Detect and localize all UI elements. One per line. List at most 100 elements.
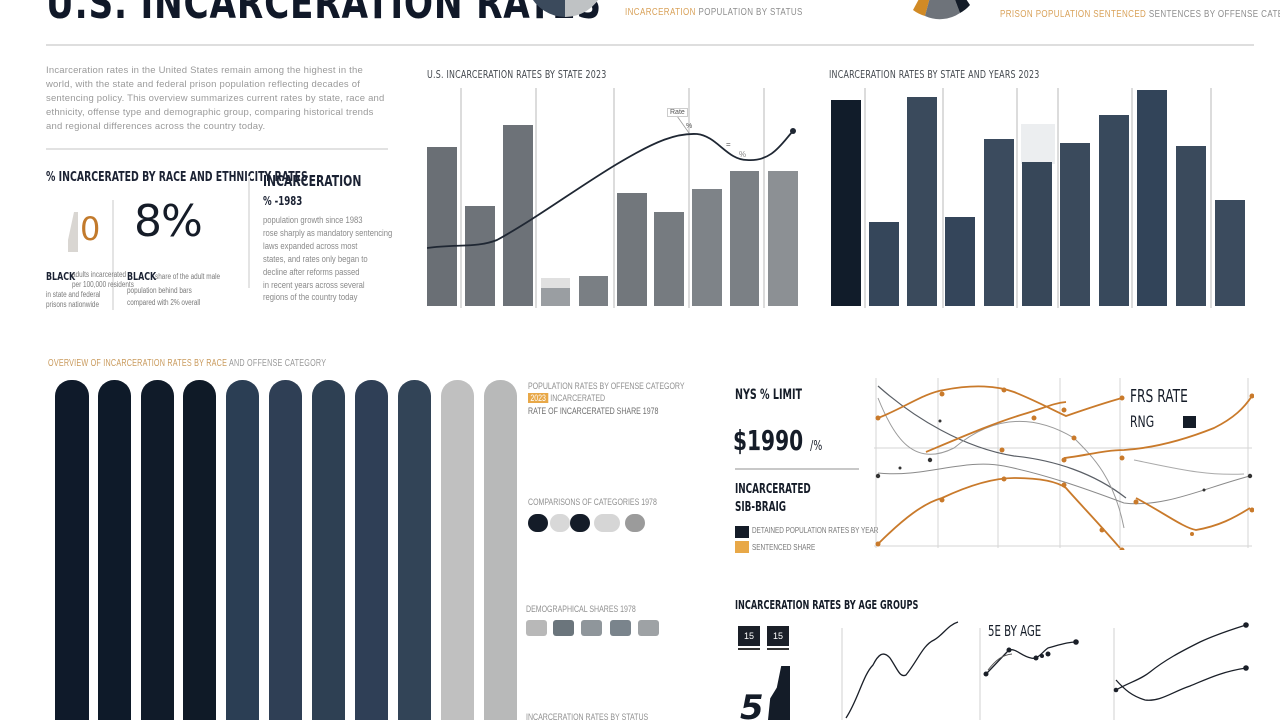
pill-bar (141, 380, 174, 720)
side-line-4: states, and rates only began to (263, 254, 368, 264)
runner-figure-icon (768, 666, 790, 720)
annotation-label: = (726, 140, 731, 149)
bar (579, 276, 608, 306)
legend-line-3: RATE OF INCARCERATED SHARE 1978 (528, 406, 659, 416)
bar (831, 100, 861, 306)
gridline (613, 88, 615, 308)
bar (1215, 200, 1245, 306)
swatch-circle (550, 514, 570, 532)
legend-swatch-navy (735, 526, 749, 538)
stats-divider-2 (248, 176, 250, 288)
stat-left-label: BLACK (46, 270, 76, 283)
bar (945, 217, 975, 306)
swatch-group-title: COMPARISONS OF CATEGORIES 1978 (528, 497, 657, 507)
gridline (864, 88, 866, 308)
gridline (1057, 88, 1059, 308)
bar (768, 171, 798, 306)
line-chart-annotation-1: FRS RATE (1130, 386, 1188, 407)
pie-chart-sentenced (913, 0, 970, 20)
swatch-group-title-2: DEMOGRAPHICAL SHARES 1978 (526, 604, 636, 614)
swatch-circle (594, 514, 620, 532)
gridline (1131, 88, 1133, 308)
annotation-marker-icon (1183, 416, 1196, 428)
stats-heading: % INCARCERATED BY RACE AND ETHNICITY RAT… (46, 170, 308, 185)
pill-bar (355, 380, 388, 720)
price-subvalue: SIB-BRAIG (735, 500, 786, 515)
swatch-circle (528, 514, 548, 532)
pill-bar (226, 380, 259, 720)
annotation-label: Rate (667, 108, 688, 117)
intro-paragraph: Incarceration rates in the United States… (46, 65, 385, 132)
annotation-label: % (686, 123, 693, 130)
age-big-number: 5 (740, 688, 764, 720)
gridline (688, 88, 690, 308)
legend-text-navy: DETAINED POPULATION RATES BY YEAR (752, 526, 879, 535)
pill-bar (398, 380, 431, 720)
age-icon-1: 15 (738, 626, 760, 646)
icon-underline (738, 648, 760, 650)
year-chip: 2023 (528, 393, 549, 403)
stat-main-desc-3: compared with 2% overall (127, 298, 201, 307)
legend-line-1: POPULATION RATES BY OFFENSE CATEGORY (528, 381, 685, 391)
swatch-rect (553, 620, 574, 636)
side-line-5: decline after reforms passed (263, 267, 360, 277)
bar (692, 189, 722, 306)
pill-bar-chart (55, 380, 520, 720)
stat-main-value: 8% (134, 196, 203, 247)
page-title: U.S. INCARCERATION RATES (46, 0, 602, 29)
legend-swatch-orange (735, 541, 749, 553)
stat-main-label: BLACK (127, 270, 157, 283)
stat-main-desc-1: share of the adult male (155, 272, 221, 281)
stat-main-desc-2: population behind bars (127, 286, 192, 295)
stat-left-value: 0 (80, 210, 101, 248)
swatch-rect (638, 620, 659, 636)
age-icon-2: 15 (767, 626, 789, 646)
bar (730, 171, 759, 306)
age-line-chart-3 (1113, 622, 1249, 720)
age-line-chart-1 (841, 621, 959, 720)
gridline (1016, 88, 1018, 308)
bar (465, 206, 495, 306)
pie-chart-status (533, 0, 598, 18)
bar (1060, 143, 1090, 306)
bar (503, 125, 533, 306)
pill-bar (441, 380, 474, 720)
age-line-chart-2 (979, 628, 1079, 720)
pill-chart-title: OVERVIEW OF INCARCERATION RATES BY RACE … (48, 358, 327, 369)
pill-bar (484, 380, 517, 720)
legend-line-2: 2023 INCARCERATED (528, 393, 605, 403)
swatch-circle (570, 514, 590, 532)
header-divider (46, 44, 1254, 46)
price-value: $1990 /% (733, 424, 823, 457)
bar-chart-2 (829, 88, 1249, 308)
gridline (460, 88, 462, 308)
bar (427, 147, 457, 306)
price-divider (735, 468, 859, 470)
price-subheading: INCARCERATED (735, 482, 811, 497)
bar-chart-1-title: U.S. INCARCERATION RATES BY STATE 2023 (427, 68, 607, 81)
side-line-7: regions of the country today (263, 292, 358, 302)
pie-caption-2: PRISON POPULATION SENTENCED SENTENCES BY… (1000, 9, 1280, 20)
price-label: NYS % LIMIT (735, 387, 803, 403)
age-panel-title: INCARCERATION RATES BY AGE GROUPS (735, 598, 919, 612)
intro-divider (46, 148, 388, 150)
swatch-rect (581, 620, 602, 636)
pill-bar (55, 380, 89, 720)
swatch-circle (625, 514, 645, 532)
bar (1137, 90, 1167, 306)
bar (617, 193, 647, 306)
line-chart-annotation-2: RNG (1130, 412, 1155, 431)
bar (541, 278, 570, 288)
bar (869, 222, 899, 306)
pill-bar (312, 380, 345, 720)
stat-left-desc-2: per 100,000 residents (72, 280, 134, 289)
trend-line (427, 115, 796, 249)
swatch-group-title-3: INCARCERATION RATES BY STATUS (526, 712, 649, 720)
pill-bar (269, 380, 302, 720)
pill-bar (98, 380, 131, 720)
stat-left-desc-1: adults incarcerated (72, 270, 127, 279)
line-chart-rates (874, 378, 1254, 550)
gridline (763, 88, 765, 308)
bar (541, 288, 570, 306)
side-line-6: in recent years across several (263, 280, 365, 290)
